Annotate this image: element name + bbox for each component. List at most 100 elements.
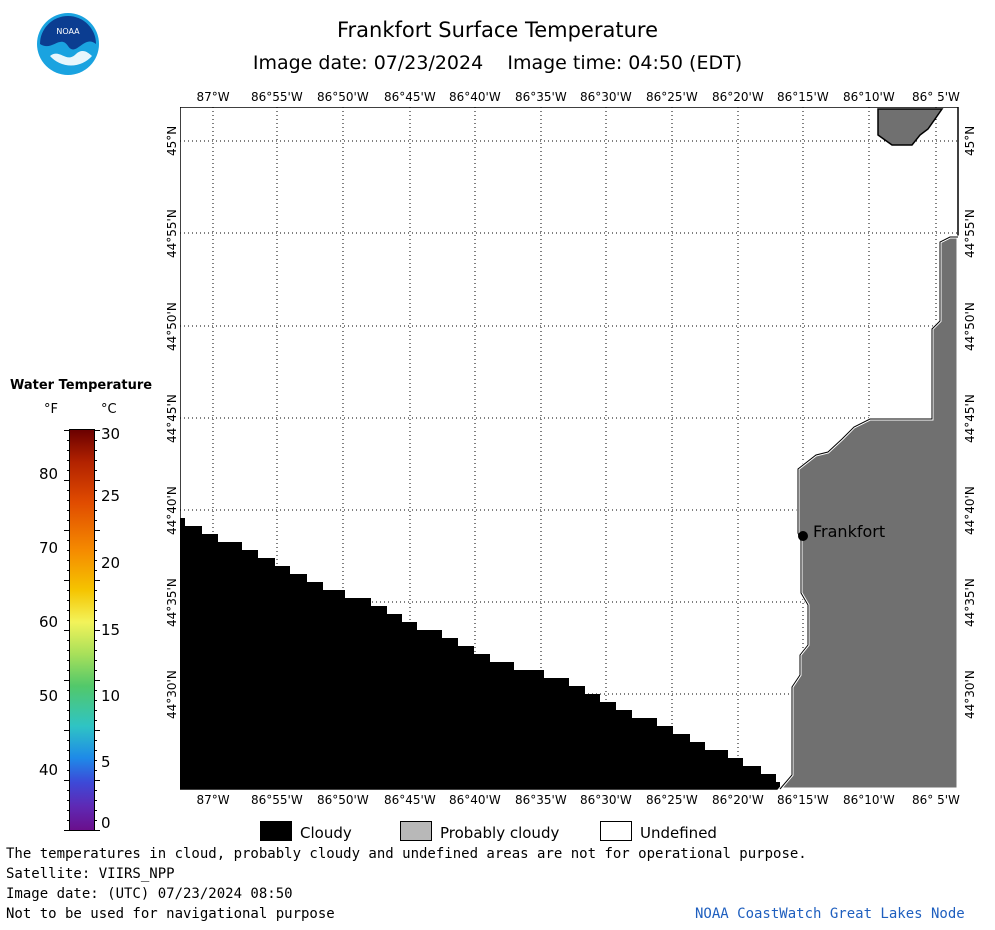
lon-label: 86°10'W	[843, 90, 895, 104]
scale-tick-mark	[94, 510, 97, 511]
scale-tick-mark	[94, 550, 97, 551]
lon-label: 86°40'W	[449, 90, 501, 104]
legend-f-tick: 80	[39, 465, 59, 483]
scale-tick-mark	[94, 520, 97, 521]
lat-label: 44°50'N	[165, 301, 179, 351]
scale-tick-mark	[64, 680, 70, 681]
scale-tick-mark	[67, 750, 70, 751]
lon-label: 86°50'W	[317, 90, 369, 104]
lon-label: 87°W	[196, 793, 230, 807]
legend-f-tick: 40	[39, 761, 59, 779]
lon-label: 86°45'W	[384, 793, 436, 807]
scale-tick-mark	[94, 700, 97, 701]
lat-label: 45°N	[165, 125, 179, 156]
scale-tick-mark	[94, 640, 97, 641]
scale-tick-mark	[67, 520, 70, 521]
scale-tick-mark	[67, 740, 70, 741]
scale-tick-mark	[94, 580, 100, 581]
legend-f-tick: 60	[39, 613, 59, 631]
scale-tick-mark	[67, 440, 70, 441]
lat-label: 44°45'N	[165, 393, 179, 443]
scale-tick-mark	[94, 460, 97, 461]
legend-c-tick: 25	[101, 487, 121, 505]
noaa-logo: NOAA	[36, 12, 100, 76]
scale-tick-mark	[94, 630, 100, 631]
scale-tick-mark	[67, 790, 70, 791]
scale-tick-mark	[67, 710, 70, 711]
lon-label: 86°50'W	[317, 793, 369, 807]
lon-label: 86°10'W	[843, 793, 895, 807]
land-outline	[779, 236, 958, 790]
lon-label: 86°20'W	[712, 90, 764, 104]
color-scale-bar	[64, 429, 100, 831]
lat-label: 44°40'N	[963, 485, 977, 535]
lon-label: 86°25'W	[646, 793, 698, 807]
legend-f-tick: 50	[39, 687, 59, 705]
lat-label: 45°N	[963, 125, 977, 156]
city-marker	[798, 531, 808, 541]
scale-tick-mark	[67, 610, 70, 611]
scale-tick-mark	[94, 610, 97, 611]
scale-tick-mark	[67, 670, 70, 671]
lat-label: 44°45'N	[963, 393, 977, 443]
lon-label: 86°25'W	[646, 90, 698, 104]
scale-tick-mark	[67, 820, 70, 821]
lat-label: 44°30'N	[963, 669, 977, 719]
lon-label: 86°30'W	[580, 90, 632, 104]
scale-tick-mark	[67, 470, 70, 471]
probably-cloudy-label: Probably cloudy	[440, 824, 560, 842]
lon-label: 86°15'W	[777, 90, 829, 104]
scale-tick-mark	[94, 620, 97, 621]
scale-tick-mark	[67, 560, 70, 561]
scale-tick-mark	[67, 800, 70, 801]
scale-tick-mark	[94, 780, 100, 781]
disclaimer-note: The temperatures in cloud, probably clou…	[6, 846, 807, 862]
scale-tick-mark	[67, 770, 70, 771]
scale-tick-mark	[94, 800, 97, 801]
scale-tick-mark	[94, 540, 97, 541]
scale-tick-mark	[67, 690, 70, 691]
lon-label: 86° 5'W	[912, 90, 960, 104]
lon-label: 86°35'W	[515, 793, 567, 807]
scale-tick-mark	[94, 430, 100, 431]
legend-c-tick: 15	[101, 621, 121, 639]
scale-tick-mark	[64, 430, 70, 431]
scale-tick-mark	[94, 760, 97, 761]
scale-tick-mark	[94, 740, 97, 741]
lon-label: 86°55'W	[251, 793, 303, 807]
scale-tick-mark	[67, 650, 70, 651]
lon-label: 86°35'W	[515, 90, 567, 104]
scale-tick-mark	[94, 720, 97, 721]
lat-label: 44°40'N	[165, 485, 179, 535]
scale-tick-mark	[67, 570, 70, 571]
lon-label: 86°30'W	[580, 793, 632, 807]
scale-tick-mark	[94, 660, 97, 661]
legend-c-tick: 30	[101, 425, 121, 443]
scale-tick-mark	[94, 670, 97, 671]
legend-title: Water Temperature	[10, 378, 153, 393]
scale-tick-mark	[94, 560, 97, 561]
scale-tick-mark	[67, 640, 70, 641]
credit-link[interactable]: NOAA CoastWatch Great Lakes Node	[695, 906, 965, 922]
undefined-swatch	[600, 821, 632, 841]
legend-unit-c: °C	[101, 402, 117, 417]
scale-tick-mark	[94, 790, 97, 791]
scale-tick-mark	[94, 470, 97, 471]
scale-tick-mark	[94, 820, 97, 821]
undefined-label: Undefined	[640, 824, 717, 842]
scale-tick-mark	[94, 500, 97, 501]
scale-tick-mark	[67, 450, 70, 451]
scale-tick-mark	[94, 730, 100, 731]
scale-tick-mark	[94, 750, 97, 751]
lat-label: 44°35'N	[963, 577, 977, 627]
scale-tick-mark	[64, 830, 70, 831]
lon-label: 86°55'W	[251, 90, 303, 104]
scale-tick-mark	[94, 690, 97, 691]
scale-tick-mark	[67, 600, 70, 601]
legend-c-tick: 5	[101, 753, 111, 771]
scale-tick-mark	[67, 500, 70, 501]
legend-c-tick: 0	[101, 814, 111, 832]
legend-c-tick: 10	[101, 687, 121, 705]
legend-f-tick: 70	[39, 539, 59, 557]
lon-label: 86°45'W	[384, 90, 436, 104]
